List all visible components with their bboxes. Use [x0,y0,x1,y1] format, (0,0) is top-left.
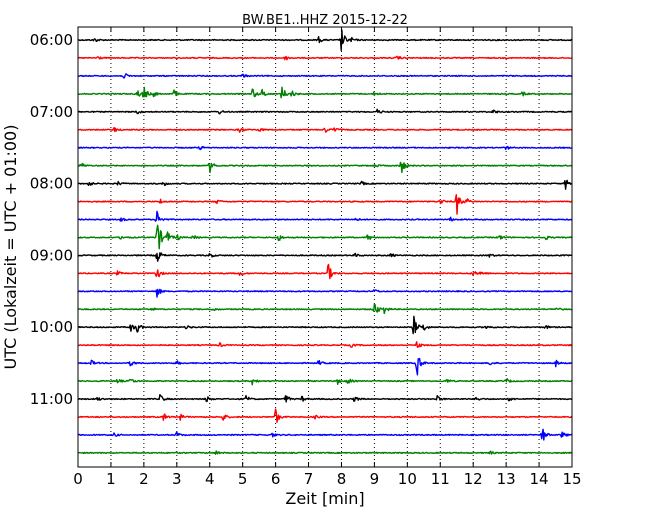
x-tick-label-11: 11 [431,470,450,488]
trace-0745 [77,161,572,174]
trace-1000 [77,315,573,335]
plot-frame [77,26,573,468]
x-tick-label-12: 12 [464,470,483,488]
y-tick-label-0: 06:00 [30,31,73,49]
trace-0615 [78,55,573,61]
x-axis-label: Zeit [min] [285,489,364,508]
trace-1045 [78,378,573,386]
x-tick-label-7: 7 [304,470,314,488]
traces [77,29,573,455]
y-tick-label-2: 08:00 [30,175,73,193]
trace-1115 [77,408,573,423]
x-tick-label-1: 1 [106,470,116,488]
trace-1100 [77,394,573,403]
x-tick-label-10: 10 [398,470,417,488]
x-tick-label-0: 0 [73,470,83,488]
trace-0930 [77,288,573,298]
y-tick-label-4: 10:00 [30,318,73,336]
trace-0730 [77,145,573,151]
trace-0915 [77,263,573,280]
chart-title: BW.BE1..HHZ 2015-12-22 [242,13,408,28]
x-tick-label-13: 13 [497,470,516,488]
trace-0645 [77,86,572,99]
trace-0600 [77,29,572,51]
trace-0715 [77,126,573,133]
x-tick-label-4: 4 [205,470,215,488]
grid [110,27,540,467]
x-tick-label-9: 9 [370,470,380,488]
trace-0845 [77,224,573,250]
trace-1015 [77,341,573,348]
x-tick-label-15: 15 [562,470,581,488]
y-tick-label-5: 11:00 [30,390,73,408]
x-tick-label-6: 6 [271,470,281,488]
trace-0830 [77,210,573,222]
trace-0815 [77,194,573,215]
x-tick-label-5: 5 [238,470,248,488]
y-axis-ticks: 06:00 07:00 08:00 09:00 10:00 11:00 [30,31,572,408]
x-tick-label-3: 3 [172,470,182,488]
trace-0630 [77,73,573,79]
x-axis-ticks: 0 1 2 3 4 5 6 7 8 9 10 11 12 13 14 15 [73,27,582,488]
trace-1030 [77,357,573,376]
trace-1130 [77,428,573,441]
y-tick-label-3: 09:00 [30,246,73,264]
x-tick-label-8: 8 [337,470,347,488]
y-tick-label-1: 07:00 [30,103,73,121]
x-tick-label-2: 2 [139,470,149,488]
trace-0945 [78,303,572,315]
trace-0800 [77,179,573,190]
trace-0700 [77,108,573,115]
trace-1145 [77,450,573,455]
trace-0900 [77,252,573,262]
y-axis-label: UTC (Lokalzeit = UTC + 01:00) [1,125,20,370]
x-tick-label-14: 14 [530,470,549,488]
